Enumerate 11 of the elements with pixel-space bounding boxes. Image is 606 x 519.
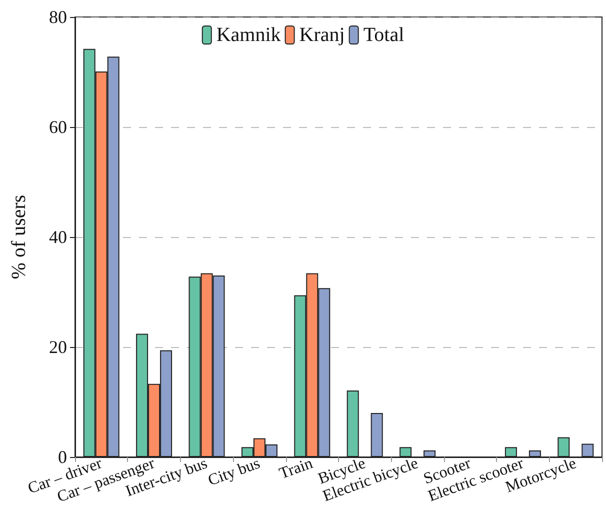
y-tick-label: 40 [49, 227, 67, 247]
legend-label: Total [363, 24, 405, 46]
y-tick-label: 60 [49, 117, 67, 137]
y-axis-title: % of users [8, 194, 30, 280]
y-tick-label: 20 [49, 337, 67, 357]
legend-label: Kamnik [216, 24, 281, 46]
y-tick-label: 0 [58, 447, 67, 467]
legend-label: Kranj [299, 24, 345, 46]
x-tick-label: City bus [206, 455, 262, 490]
x-tick-label: Train [277, 455, 316, 483]
y-tick-label: 80 [49, 7, 67, 27]
